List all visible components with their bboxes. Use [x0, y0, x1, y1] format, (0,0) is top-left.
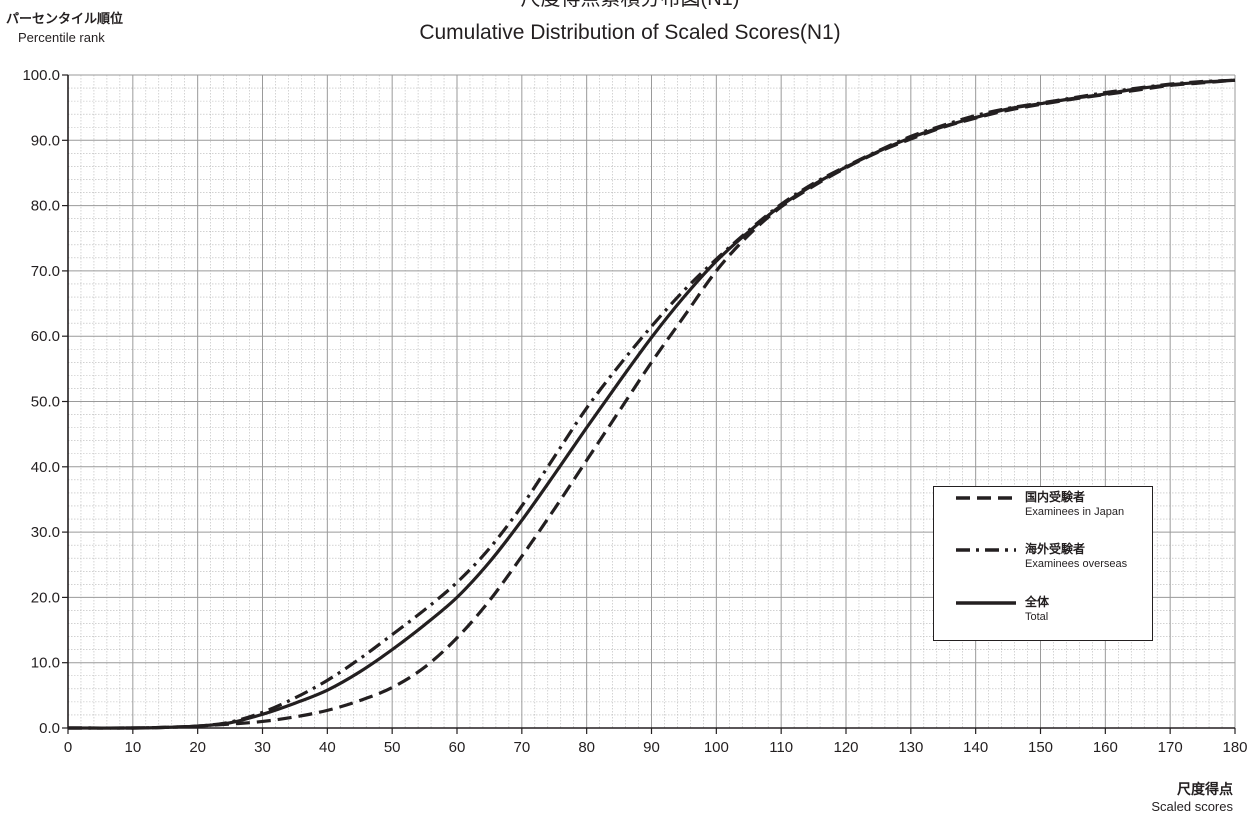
x-axis-label-english: Scaled scores [1151, 799, 1233, 814]
x-tick-label: 170 [1158, 739, 1183, 756]
y-tick-label: 50.0 [31, 394, 60, 411]
y-tick-label: 80.0 [31, 198, 60, 215]
chart-title-japanese: 尺度得点累積分布図(N1) [0, 0, 1260, 10]
y-tick-label: 100.0 [22, 67, 60, 84]
series-line-total [67, 78, 1236, 730]
series-line-overseas [67, 78, 1236, 730]
y-axis-label-english: Percentile rank [18, 30, 105, 45]
x-tick-label: 60 [449, 739, 466, 756]
y-tick-label: 70.0 [31, 263, 60, 280]
y-tick-label: 40.0 [31, 459, 60, 476]
x-tick-label: 50 [384, 739, 401, 756]
legend-swatch-dash-dot [956, 548, 1016, 552]
legend-label-japan-ja: 国内受験者 [1025, 490, 1086, 504]
x-tick-label: 160 [1093, 739, 1118, 756]
x-tick-label: 100 [704, 739, 729, 756]
legend-label-total-ja: 全体 [1025, 595, 1050, 609]
x-tick-label: 70 [513, 739, 530, 756]
x-tick-label: 180 [1222, 739, 1247, 756]
x-tick-label: 90 [643, 739, 660, 756]
legend-swatch-dashed [956, 496, 1016, 500]
x-tick-label: 40 [319, 739, 336, 756]
legend-swatch-solid [956, 601, 1016, 605]
y-tick-label: 60.0 [31, 328, 60, 345]
legend-item-total: 全体 Total [934, 592, 1152, 634]
x-tick-label: 0 [64, 739, 72, 756]
y-axis-label-japanese: パーセンタイル順位 [6, 11, 124, 26]
legend-item-overseas: 海外受験者 Examinees overseas [934, 539, 1152, 581]
legend: 国内受験者 Examinees in Japan 海外受験者 Examinees… [933, 486, 1153, 641]
x-tick-label: 80 [578, 739, 595, 756]
legend-item-japan: 国内受験者 Examinees in Japan [934, 487, 1152, 529]
x-tick-label: 130 [898, 739, 923, 756]
x-tick-label: 150 [1028, 739, 1053, 756]
y-tick-label: 10.0 [31, 655, 60, 672]
chart-title-english: Cumulative Distribution of Scaled Scores… [419, 21, 841, 44]
x-tick-label: 20 [189, 739, 206, 756]
x-tick-label: 110 [769, 739, 793, 756]
x-axis-label-japanese: 尺度得点 [1177, 781, 1233, 797]
x-tick-label: 30 [254, 739, 271, 756]
y-tick-label: 90.0 [31, 132, 60, 149]
y-tick-label: 0.0 [39, 720, 60, 737]
x-tick-label: 10 [124, 739, 141, 756]
legend-label-overseas-ja: 海外受験者 [1025, 542, 1086, 556]
series-lines [67, 78, 1236, 730]
legend-label-total-en: Total [1025, 611, 1049, 623]
legend-label-japan-en: Examinees in Japan [1025, 506, 1125, 518]
y-tick-label: 30.0 [31, 524, 60, 541]
legend-label-overseas-en: Examinees overseas [1025, 558, 1128, 570]
x-tick-label: 140 [963, 739, 988, 756]
y-tick-label: 20.0 [31, 589, 60, 606]
series-line-japan [67, 78, 1236, 730]
tick-labels: 0 10 20 30 40 50 60 70 80 90 100 110 120 130 140 150 160… [22, 67, 1247, 756]
x-tick-label: 120 [833, 739, 858, 756]
